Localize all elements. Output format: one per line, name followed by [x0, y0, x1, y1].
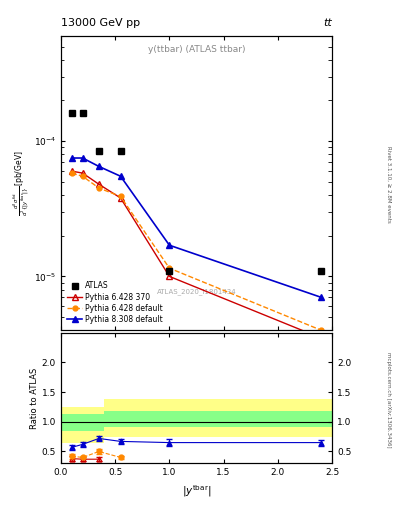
Legend: ATLAS, Pythia 6.428 370, Pythia 6.428 default, Pythia 8.308 default: ATLAS, Pythia 6.428 370, Pythia 6.428 de…	[65, 279, 165, 327]
Text: 13000 GeV pp: 13000 GeV pp	[61, 18, 140, 29]
Text: tt: tt	[323, 18, 332, 29]
Text: mcplots.cern.ch [arXiv:1306.3436]: mcplots.cern.ch [arXiv:1306.3436]	[386, 352, 391, 447]
Text: ATLAS_2020_I1801434: ATLAS_2020_I1801434	[157, 288, 236, 295]
Text: y(ttbar) (ATLAS ttbar): y(ttbar) (ATLAS ttbar)	[148, 45, 245, 54]
Text: Rivet 3.1.10, ≥ 2.8M events: Rivet 3.1.10, ≥ 2.8M events	[386, 146, 391, 223]
Y-axis label: Ratio to ATLAS: Ratio to ATLAS	[30, 368, 39, 429]
X-axis label: $|y^{\rm tbar}|$: $|y^{\rm tbar}|$	[182, 483, 211, 499]
Y-axis label: $\frac{d^2\sigma^{\rm fid}}{d^2\{|y^{\rm tbar}|\}}\,[{\rm pb/GeV}]$: $\frac{d^2\sigma^{\rm fid}}{d^2\{|y^{\rm…	[11, 150, 31, 216]
